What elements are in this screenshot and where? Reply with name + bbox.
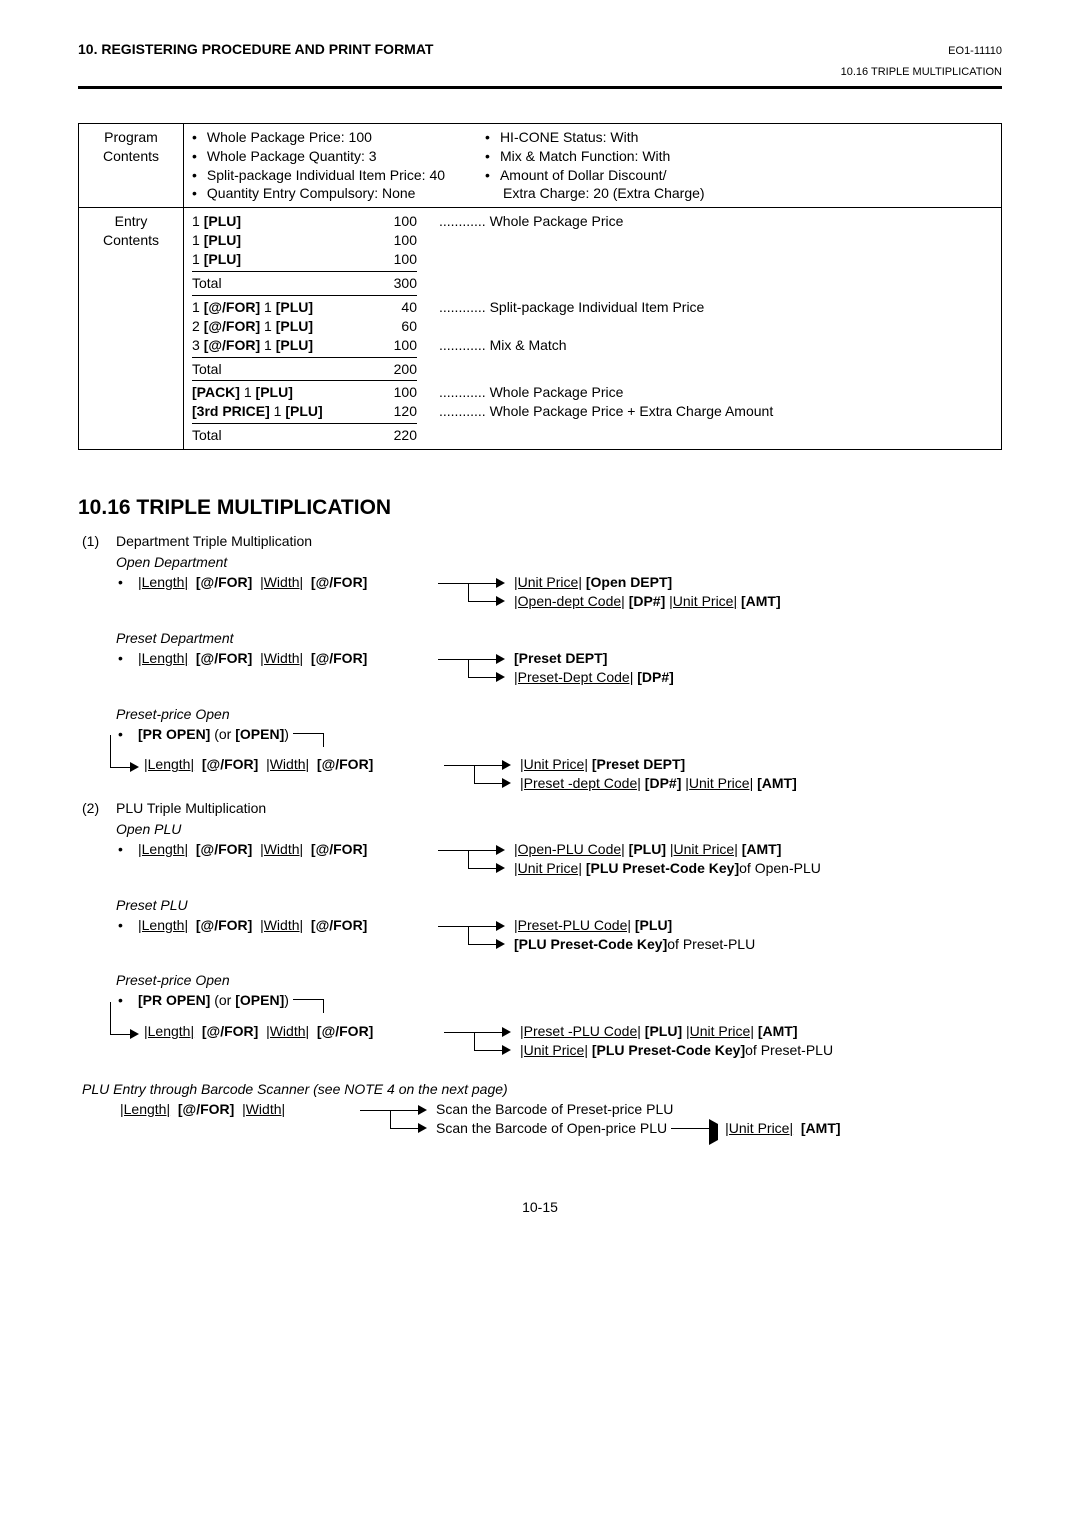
pr-open-line: •[PR OPEN] (or [OPEN]) <box>116 991 1002 1010</box>
entry-row: 1 [@/FOR] 1 [PLU]40............ Split-pa… <box>192 298 993 317</box>
sequence-line: |Length| [@/FOR] |Width| [@/FOR]|Unit Pr… <box>110 755 1002 793</box>
prog-left-2: Split-package Individual Item Price: 40 <box>192 166 445 185</box>
entry-total-row: Total300 <box>192 274 993 293</box>
sequence-line: •|Length| [@/FOR] |Width| [@/FOR]|Preset… <box>116 916 1002 954</box>
subsection-id: 10.16 TRIPLE MULTIPLICATION <box>78 65 1002 80</box>
prog-right-0: HI-CONE Status: With <box>485 128 705 147</box>
page-header: 10. REGISTERING PROCEDURE AND PRINT FORM… <box>78 40 1002 59</box>
prog-left-1: Whole Package Quantity: 3 <box>192 147 445 166</box>
prog-right-2: Amount of Dollar Discount/ <box>485 166 705 185</box>
entry-row: 1 [PLU]100 <box>192 231 993 250</box>
entry-row: 3 [@/FOR] 1 [PLU]100............ Mix & M… <box>192 336 993 355</box>
entry-row: [PACK] 1 [PLU]100............ Whole Pack… <box>192 383 993 402</box>
entry-row: 1 [PLU]100............ Whole Package Pri… <box>192 212 993 231</box>
doc-id: EO1-11110 <box>948 44 1002 59</box>
barcode-block: PLU Entry through Barcode Scanner (see N… <box>82 1080 1002 1138</box>
prog-right-3: Extra Charge: 20 (Extra Charge) <box>485 184 705 203</box>
header-rule <box>78 86 1002 89</box>
entry-total-row: Total200 <box>192 360 993 379</box>
program-contents-body: Whole Package Price: 100 Whole Package Q… <box>184 123 1002 208</box>
entry-row: 2 [@/FOR] 1 [PLU]60 <box>192 317 993 336</box>
entry-row: [3rd PRICE] 1 [PLU]120............ Whole… <box>192 402 993 421</box>
prog-left-0: Whole Package Price: 100 <box>192 128 445 147</box>
section-title: 10.16 TRIPLE MULTIPLICATION <box>78 494 1002 522</box>
sequence-line: •|Length| [@/FOR] |Width| [@/FOR]|Unit P… <box>116 573 1002 611</box>
page-number: 10-15 <box>78 1198 1002 1217</box>
pr-open-line: •[PR OPEN] (or [OPEN]) <box>116 725 1002 744</box>
sequence-line: •|Length| [@/FOR] |Width| [@/FOR]|Open-P… <box>116 840 1002 878</box>
program-contents-label: Program Contents <box>79 123 184 208</box>
entry-total-row: Total220 <box>192 426 993 445</box>
entry-contents-label: Entry Contents <box>79 208 184 450</box>
chapter-title: 10. REGISTERING PROCEDURE AND PRINT FORM… <box>78 40 433 59</box>
sequence-line: •|Length| [@/FOR] |Width| [@/FOR][Preset… <box>116 649 1002 687</box>
entry-contents-body: 1 [PLU]100............ Whole Package Pri… <box>184 208 1002 450</box>
section-content: (1)Department Triple MultiplicationOpen … <box>78 532 1002 1137</box>
sequence-line: |Length| [@/FOR] |Width| [@/FOR]|Preset … <box>110 1022 1002 1060</box>
barcode-sequence-line: |Length| [@/FOR] |Width|Scan the Barcode… <box>82 1100 1002 1138</box>
program-entry-table: Program Contents Whole Package Price: 10… <box>78 123 1002 450</box>
prog-left-3: Quantity Entry Compulsory: None <box>192 184 445 203</box>
prog-right-1: Mix & Match Function: With <box>485 147 705 166</box>
numbered-item: (1)Department Triple MultiplicationOpen … <box>82 532 1002 793</box>
numbered-item: (2)PLU Triple MultiplicationOpen PLU•|Le… <box>82 799 1002 1060</box>
entry-row: 1 [PLU]100 <box>192 250 993 269</box>
